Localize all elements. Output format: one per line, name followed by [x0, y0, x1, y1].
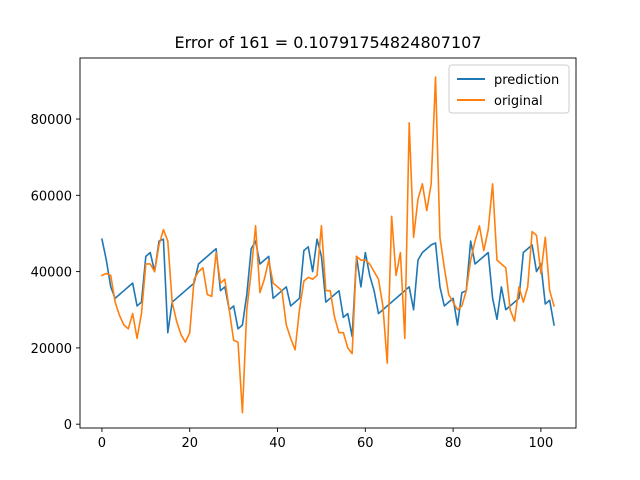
- x-tick-label: 60: [357, 436, 374, 451]
- plot-frame: [79, 57, 577, 429]
- x-tick-label: 40: [269, 436, 286, 451]
- x-tick-label: 20: [181, 436, 198, 451]
- chart-title: Error of 161 = 0.10791754824807107: [174, 33, 481, 52]
- legend: prediction original: [448, 64, 570, 114]
- x-tick-label: 0: [98, 436, 106, 451]
- x-tick-label: 100: [528, 436, 553, 451]
- x-tick-label: 80: [445, 436, 462, 451]
- y-tick-label: 80000: [31, 113, 72, 128]
- series-line-original: [100, 76, 556, 414]
- legend-label-original: original: [494, 94, 543, 109]
- y-tick-label: 60000: [31, 189, 72, 204]
- y-tick-label: 0: [64, 418, 72, 433]
- series-layer: [100, 76, 556, 414]
- y-tick-label: 40000: [31, 266, 72, 281]
- legend-label-prediction: prediction: [494, 73, 559, 88]
- series-line-prediction: [101, 238, 555, 338]
- y-tick-label: 20000: [31, 342, 72, 357]
- axes-layer: 0 20 40 60 80 100 0 20000 40000 60000 80000: [31, 57, 577, 451]
